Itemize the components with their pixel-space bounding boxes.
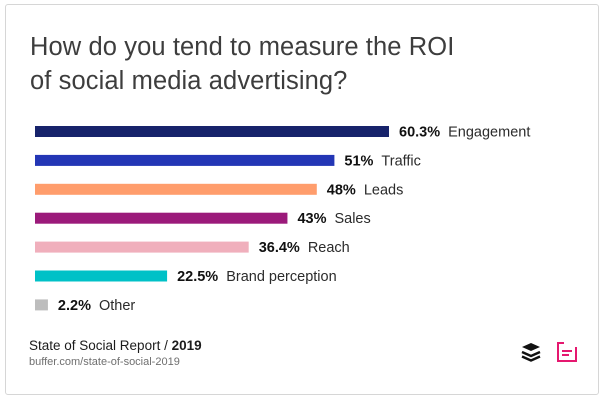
value-label: 48% (327, 182, 356, 198)
bar-traffic (35, 154, 335, 166)
bar-label-reach: 36.4% Reach (259, 240, 350, 256)
bar-sales (35, 212, 288, 224)
bar-label-sales: 43% Sales (297, 211, 370, 227)
report-title: State of Social Report / 2019 (29, 338, 202, 353)
buffer-logo-icon (521, 343, 541, 362)
report-year: 2019 (171, 338, 202, 353)
value-label: 36.4% (259, 240, 300, 256)
category-label: Brand perception (226, 269, 336, 285)
bar-reach (35, 241, 249, 253)
bar-leads (35, 183, 317, 195)
category-label: Leads (364, 182, 404, 198)
category-label: Engagement (448, 125, 530, 141)
bar-engagement (35, 126, 389, 137)
category-label: Other (99, 298, 135, 314)
report-logo-icon (557, 340, 579, 362)
bar-brand-perception (35, 270, 168, 282)
category-label: Reach (308, 240, 350, 256)
chart-card (5, 4, 599, 395)
category-label: Traffic (381, 153, 420, 169)
value-label: 51% (344, 153, 373, 169)
chart-title: How do you tend to measure the ROI of so… (30, 30, 570, 98)
report-name: State of Social Report / (29, 338, 172, 353)
bar-label-leads: 48% Leads (327, 182, 404, 198)
bar-label-traffic: 51% Traffic (344, 153, 421, 169)
chart-title-line-1: How do you tend to measure the ROI (30, 33, 455, 61)
value-label: 22.5% (177, 269, 218, 285)
category-label: Sales (334, 211, 370, 227)
report-url: buffer.com/state-of-social-2019 (29, 356, 180, 368)
bar-other (35, 299, 48, 311)
value-label: 60.3% (399, 125, 440, 141)
chart-title-line-2: of social media advertising? (30, 67, 348, 95)
bar-label-engagement: 60.3% Engagement (399, 125, 530, 141)
value-label: 43% (297, 211, 326, 227)
bar-label-other: 2.2% Other (58, 298, 135, 314)
bar-label-brand-perception: 22.5% Brand perception (177, 269, 337, 285)
value-label: 2.2% (58, 298, 91, 314)
